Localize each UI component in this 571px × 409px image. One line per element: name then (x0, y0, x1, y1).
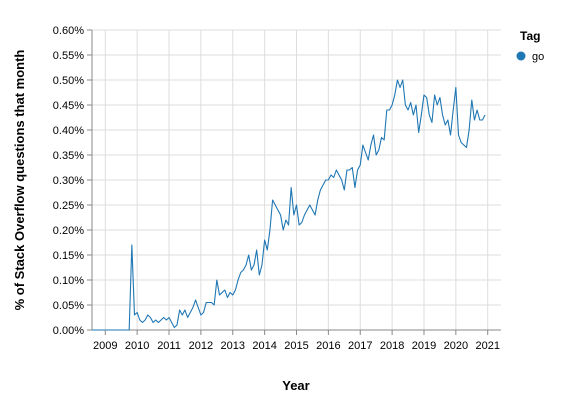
grid (92, 29, 501, 331)
y-tick-label: 0.10% (53, 275, 84, 287)
y-tick-label: 0.45% (53, 100, 84, 112)
y-tick-label: 0.50% (53, 75, 84, 87)
x-tick-label: 2010 (125, 340, 149, 352)
y-tick-label: 0.25% (53, 200, 84, 212)
x-tick-label: 2013 (221, 340, 245, 352)
y-tick-label: 0.15% (53, 250, 84, 262)
legend-label-go: go (532, 51, 544, 63)
legend: Tag go (516, 29, 544, 63)
x-tick-label: 2018 (380, 340, 404, 352)
x-tick-label: 2015 (284, 340, 308, 352)
y-tick-label: 0.05% (53, 300, 84, 312)
y-tick-label: 0.30% (53, 175, 84, 187)
x-tick-label: 2014 (252, 340, 276, 352)
x-tick-label: 2011 (157, 340, 181, 352)
y-tick-label: 0.40% (53, 125, 84, 137)
legend-swatch-go (516, 51, 526, 61)
x-tick-label: 2012 (189, 340, 213, 352)
y-tick-label: 0.20% (53, 225, 84, 237)
series-layer (92, 79, 486, 331)
series-line-go (92, 79, 486, 331)
x-tick-label: 2017 (348, 340, 372, 352)
y-axis: 0.00% 0.05% 0.10% 0.15% 0.20% 0.25% 0.30% 0.35%… (53, 25, 92, 337)
x-tick-label: 2019 (412, 340, 436, 352)
x-tick-label: 2016 (316, 340, 340, 352)
x-tick-label: 2009 (93, 340, 117, 352)
x-axis-title: Year (282, 378, 309, 393)
x-tick-label: 2020 (444, 340, 468, 352)
y-tick-label: 0.00% (53, 325, 84, 337)
y-tick-label: 0.60% (53, 25, 84, 37)
y-axis-title: % of Stack Overflow questions that month (12, 50, 27, 311)
y-tick-label: 0.35% (53, 150, 84, 162)
y-tick-label: 0.55% (53, 50, 84, 62)
x-tick-label: 2021 (475, 340, 499, 352)
x-axis: 2009 2010 2011 2012 2013 2014 2015 2016 2017 2018… (93, 330, 500, 352)
legend-title: Tag (520, 29, 540, 43)
